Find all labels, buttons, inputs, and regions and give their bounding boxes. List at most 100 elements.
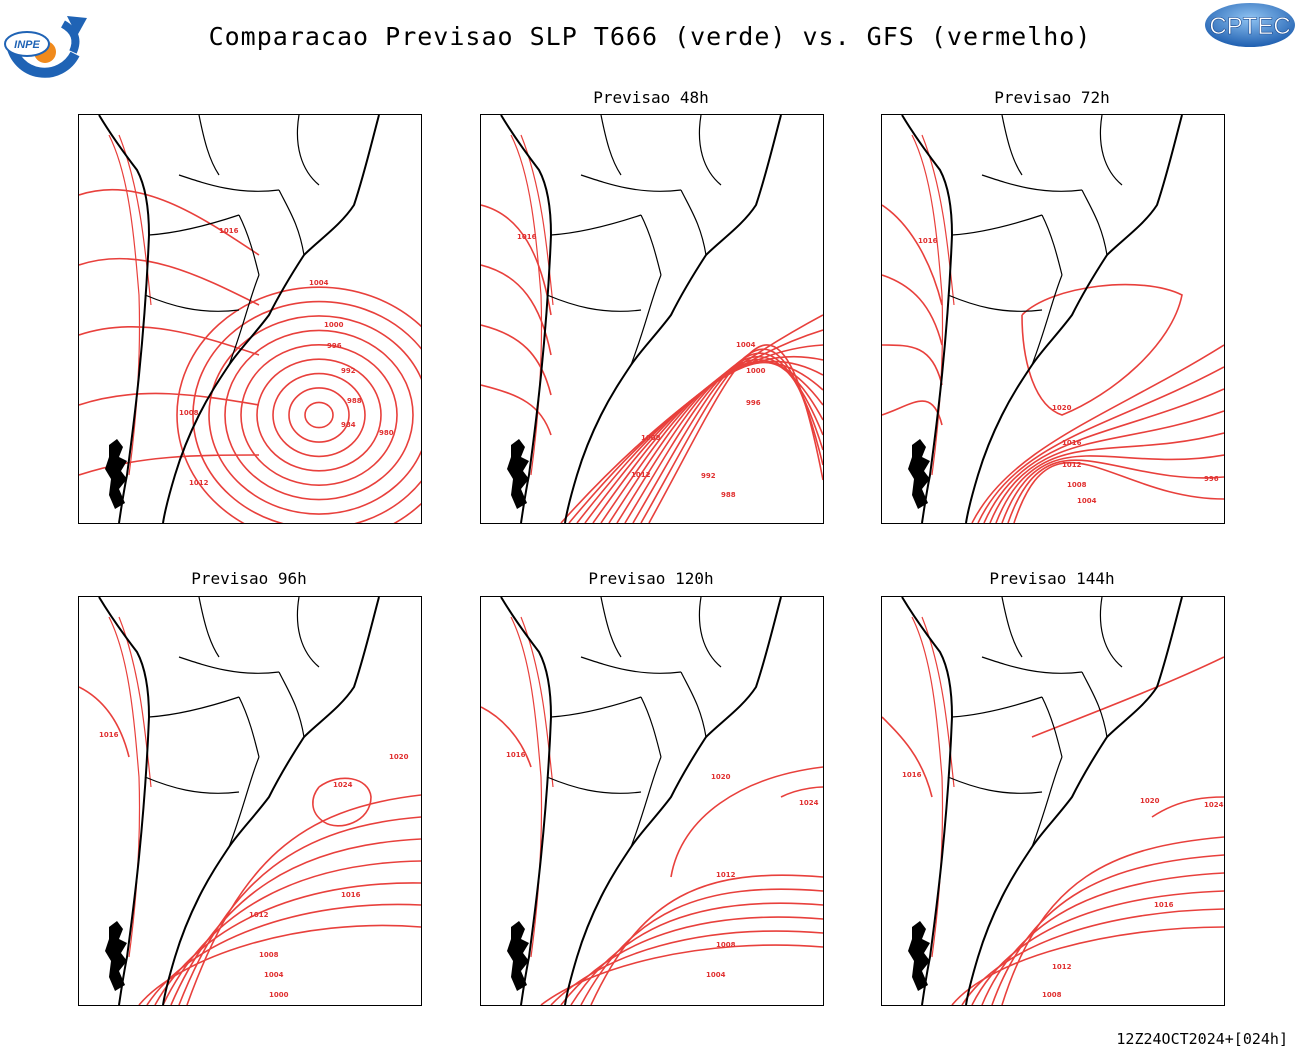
isobar xyxy=(961,908,1224,1005)
pressure-map: 1016 1020 1016 1012 1008 1004 996 xyxy=(882,115,1224,523)
country-border xyxy=(228,756,260,848)
pressure-map: 1016 1020 1024 1016 1012 1008 xyxy=(882,597,1224,1005)
isobar xyxy=(550,930,823,1005)
isobar xyxy=(882,716,933,798)
isobar-label: 1020 xyxy=(389,753,409,761)
country-border xyxy=(630,756,662,848)
isobar-label: 1012 xyxy=(631,471,651,479)
map-panel-144h: 1016 1020 1024 1016 1012 1008 xyxy=(881,596,1225,1006)
isobar-label: 992 xyxy=(341,367,356,375)
country-border xyxy=(981,174,1083,192)
isobar xyxy=(911,134,944,476)
isobar xyxy=(79,188,260,256)
isobar-label: 1016 xyxy=(341,891,361,899)
isobar xyxy=(154,882,421,1005)
isobar-label: 988 xyxy=(721,491,736,499)
isobar-label: 1016 xyxy=(517,233,537,241)
isobar xyxy=(170,838,421,1005)
isobar xyxy=(240,344,398,486)
country-border xyxy=(1001,597,1023,658)
isobar xyxy=(780,786,823,798)
isobar-label: 1016 xyxy=(219,227,239,235)
isobar-label: 1004 xyxy=(309,279,329,287)
country-border xyxy=(546,776,642,794)
country-border xyxy=(1031,274,1063,366)
country-border xyxy=(178,656,280,674)
isobar xyxy=(304,401,334,429)
country-border xyxy=(580,174,682,192)
isobar-label: 1012 xyxy=(1062,461,1082,469)
country-border xyxy=(640,214,662,276)
country-border xyxy=(1099,597,1123,668)
country-border xyxy=(947,776,1043,794)
isobar xyxy=(981,872,1224,1005)
country-border xyxy=(680,189,707,256)
country-border xyxy=(144,294,240,312)
panel-title-72h: Previsao 72h xyxy=(994,88,1110,107)
isobar-label: 1004 xyxy=(706,971,726,979)
coastline xyxy=(98,115,151,523)
inpe-logo: INPE xyxy=(3,4,91,80)
isobar xyxy=(178,816,421,1005)
coastline xyxy=(965,597,1183,1005)
isobar xyxy=(882,274,943,346)
isobar xyxy=(176,286,421,523)
isobar xyxy=(971,890,1224,1005)
isobar xyxy=(481,706,532,768)
country-border xyxy=(630,274,662,366)
isobar-label: 984 xyxy=(341,421,356,429)
svg-text:INPE: INPE xyxy=(14,39,40,51)
panel-title-120h: Previsao 120h xyxy=(588,569,714,588)
isobar xyxy=(911,616,944,958)
isobar-label: 1016 xyxy=(918,237,938,245)
country-border xyxy=(951,696,1043,718)
isobar-label: 1008 xyxy=(716,941,736,949)
isobar xyxy=(146,903,421,1005)
country-border xyxy=(1041,214,1063,276)
isobar xyxy=(991,854,1224,1005)
isobar-label: 1004 xyxy=(736,341,756,349)
isobar xyxy=(1013,461,1224,523)
isobar-label: 996 xyxy=(1204,475,1219,483)
isobar xyxy=(882,344,943,386)
country-border xyxy=(550,214,642,236)
patagonia-islands xyxy=(105,439,127,509)
country-border xyxy=(278,671,305,738)
coastline xyxy=(965,115,1183,523)
isobar xyxy=(108,134,141,476)
cptec-logo: CPTEC xyxy=(1203,1,1297,49)
country-border xyxy=(640,696,662,758)
isobar xyxy=(592,360,823,523)
map-panel-120h: 1016 1020 1024 1012 1008 1004 xyxy=(480,596,824,1006)
country-border xyxy=(278,189,305,256)
isobar xyxy=(138,924,421,1005)
isobar xyxy=(951,926,1224,1005)
patagonia-islands xyxy=(908,439,930,509)
isobar xyxy=(510,134,543,476)
isobar xyxy=(882,400,943,426)
isobar-label: 992 xyxy=(701,472,716,480)
isobar xyxy=(312,777,372,827)
country-border xyxy=(1041,696,1063,758)
panel-title-48h: Previsao 48h xyxy=(593,88,709,107)
svg-text:CPTEC: CPTEC xyxy=(1209,13,1290,40)
isobar xyxy=(79,392,260,406)
run-timestamp: 12Z24OCT2024+[024h] xyxy=(1116,1030,1288,1048)
isobar xyxy=(1031,656,1224,738)
isobar-label: 1020 xyxy=(711,773,731,781)
isobar xyxy=(989,410,1224,523)
country-border xyxy=(600,597,622,658)
isobar-label: 996 xyxy=(327,342,342,350)
isobar-label: 1008 xyxy=(1042,991,1062,999)
isobar xyxy=(272,372,366,458)
isobar xyxy=(481,384,552,436)
isobar xyxy=(186,794,421,1005)
panel-title-96h: Previsao 96h xyxy=(191,569,307,588)
isobar xyxy=(224,329,414,501)
isobar-label: 1000 xyxy=(269,991,289,999)
isobar xyxy=(79,257,260,306)
isobar-label: 1024 xyxy=(1204,801,1224,809)
isobar xyxy=(79,454,260,476)
country-border xyxy=(1081,189,1108,256)
isobar-label: 1016 xyxy=(1154,901,1174,909)
